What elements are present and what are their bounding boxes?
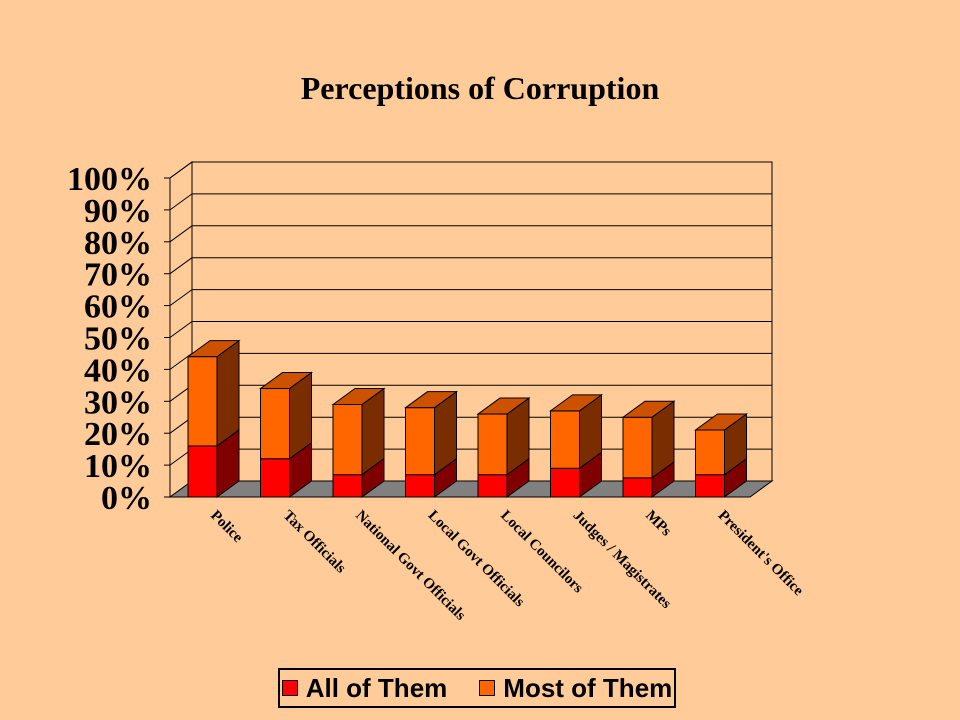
- bar-front-all: [550, 467, 580, 498]
- chart-legend: All of Them Most of Them: [278, 668, 676, 708]
- bar-top: [621, 400, 676, 418]
- y-tick-label: 20%: [84, 416, 152, 453]
- legend-item-all: All of Them: [281, 672, 448, 704]
- y-tick-label: 50%: [84, 321, 152, 358]
- x-tick-label: MPs: [642, 508, 674, 540]
- bar-side-most: [216, 339, 240, 447]
- y-tick-label: 0%: [101, 480, 152, 517]
- y-tick-label: 30%: [84, 384, 152, 421]
- bar-top: [548, 394, 604, 412]
- x-tick-label: Tax Officials: [280, 508, 349, 577]
- bar-front-most: [550, 410, 580, 469]
- y-tick-label: 100%: [67, 161, 152, 198]
- bar-front-all: [332, 474, 363, 498]
- bar-front-most: [622, 416, 653, 479]
- y-tick-label: 70%: [84, 257, 152, 294]
- bar-top: [186, 340, 241, 358]
- y-tick-label: 60%: [84, 289, 152, 326]
- legend-swatch-all: [281, 680, 298, 696]
- bar-front-all: [695, 474, 725, 498]
- y-tick-label: 40%: [84, 352, 152, 389]
- gridline-side: [169, 193, 193, 211]
- legend-label-all: All of Them: [305, 672, 448, 703]
- chart-title: Perceptions of Corruption: [300, 70, 660, 106]
- bar-front-most: [260, 388, 290, 460]
- gridline-side: [169, 257, 193, 275]
- bar-front-all: [477, 474, 508, 498]
- y-tick-label: 80%: [84, 225, 152, 262]
- bar-front-most: [695, 429, 725, 476]
- gridline-side: [169, 161, 193, 179]
- bar-front-all: [405, 474, 435, 498]
- bar-front-all: [260, 458, 290, 498]
- bar-front-all: [187, 445, 218, 498]
- gridline-side: [169, 321, 193, 338]
- bar-front-most: [477, 413, 508, 476]
- bar-top: [331, 387, 386, 405]
- bar-top: [403, 391, 459, 409]
- gridline-side: [169, 289, 193, 307]
- x-tick-label: President's Office: [715, 508, 807, 600]
- bar-front-most: [405, 407, 435, 476]
- legend-swatch-most: [479, 680, 496, 696]
- y-tick-label: 10%: [84, 448, 152, 485]
- x-tick-label: Police: [207, 508, 246, 547]
- bar-top: [693, 413, 749, 431]
- gridline-side: [169, 225, 193, 243]
- bar-top: [258, 372, 314, 390]
- bar-front-all: [622, 477, 653, 498]
- bar-top: [476, 397, 531, 415]
- legend-item-most: Most of Them: [479, 673, 672, 704]
- y-tick-label: 90%: [84, 193, 152, 230]
- bar-front-most: [187, 356, 218, 447]
- legend-label-most: Most of Them: [503, 672, 673, 703]
- bar-front-most: [332, 403, 363, 476]
